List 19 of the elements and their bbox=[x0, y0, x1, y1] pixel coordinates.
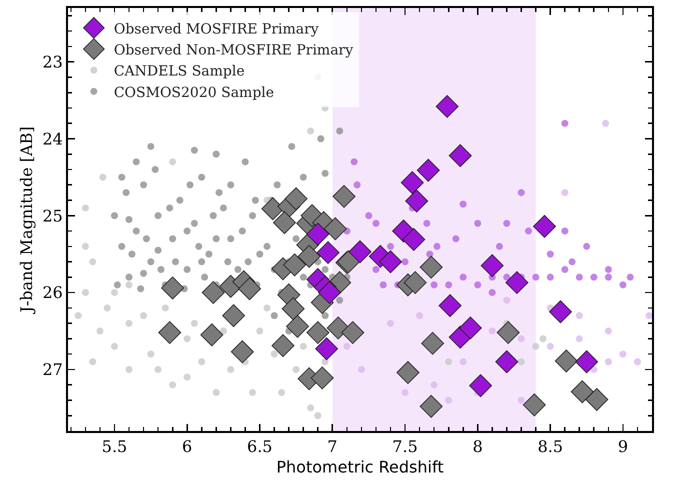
y-tick-label: 25 bbox=[42, 206, 63, 226]
x-axis-title: Photometric Redshift bbox=[276, 457, 444, 476]
x-tick-label: 9 bbox=[618, 437, 628, 456]
y-tick-label: 27 bbox=[42, 360, 63, 380]
y-tick-label: 24 bbox=[42, 129, 63, 148]
legend-label: COSMOS2020 Sample bbox=[114, 84, 274, 101]
legend-label: Observed Non-MOSFIRE Primary bbox=[114, 42, 354, 58]
y-tick-label: 23 bbox=[42, 52, 63, 72]
x-tick-label: 7 bbox=[327, 437, 338, 456]
x-tick-label: 6.5 bbox=[247, 437, 272, 456]
y-axis-title: J-band Magnitude [AB] bbox=[16, 126, 36, 315]
x-tick-label: 8 bbox=[472, 437, 483, 456]
x-tick-label: 5.5 bbox=[102, 437, 128, 456]
x-tick-label: 8.5 bbox=[538, 437, 564, 456]
x-tick-label: 7.5 bbox=[392, 437, 418, 456]
legend-label: Observed MOSFIRE Primary bbox=[114, 21, 319, 38]
x-tick-label: 6 bbox=[182, 437, 192, 456]
legend-label: CANDELS Sample bbox=[114, 64, 245, 80]
y-tick-label: 26 bbox=[42, 283, 63, 302]
